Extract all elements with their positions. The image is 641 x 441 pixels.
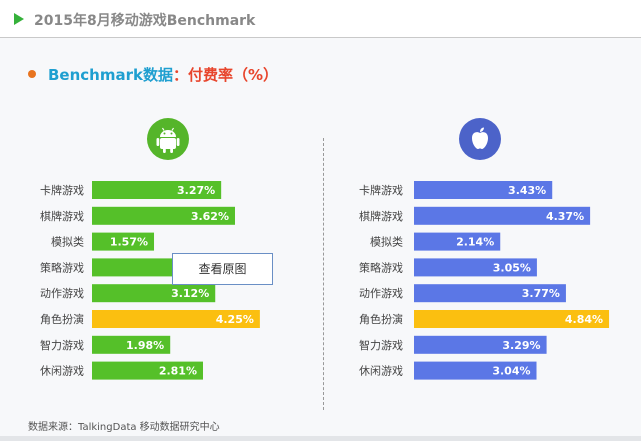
android-category-label: 模拟类 <box>51 235 84 249</box>
ios-bar <box>414 232 501 251</box>
ios-value-label: 3.29% <box>502 339 540 352</box>
apple-icon <box>459 118 501 160</box>
ios-bar <box>414 335 547 354</box>
android-category-label: 休闲游戏 <box>40 364 84 378</box>
subtitle-part-a: Benchmark数据 <box>48 66 173 84</box>
bullet-dot-icon <box>28 69 36 78</box>
ios-category-label: 智力游戏 <box>359 338 403 352</box>
ios-bar <box>414 258 537 277</box>
ios-bar <box>414 310 610 328</box>
android-icon <box>147 118 189 160</box>
android-category-label: 角色扮演 <box>40 312 84 326</box>
platform-divider <box>323 138 324 410</box>
android-category-label: 动作游戏 <box>40 287 84 300</box>
ios-category-label: 休闲游戏 <box>359 364 403 378</box>
ios-category-label: 棋牌游戏 <box>359 209 403 223</box>
footer-bar <box>0 436 641 441</box>
ios-bar <box>414 206 591 225</box>
play-arrow-icon <box>14 13 24 25</box>
ios-bar <box>414 284 566 303</box>
header-divider <box>0 37 641 38</box>
android-value-label: 2.81% <box>159 365 197 378</box>
android-bar <box>92 284 216 303</box>
view-original-button[interactable]: 查看原图 <box>172 253 273 285</box>
ios-value-label: 3.05% <box>493 261 531 274</box>
android-category-label: 棋牌游戏 <box>40 209 84 223</box>
ios-category-label: 策略游戏 <box>359 260 403 274</box>
subtitle-part-b: ：付费率（%） <box>172 66 279 84</box>
android-bar <box>92 232 155 251</box>
android-value-label: 4.25% <box>216 313 254 326</box>
android-bar <box>92 310 260 328</box>
android-bar <box>92 361 203 380</box>
ios-bar <box>414 181 553 199</box>
android-bar <box>92 206 235 225</box>
ios-value-label: 2.14% <box>456 236 494 249</box>
chart-subtitle: Benchmark数据：付费率（%） <box>28 64 278 85</box>
ios-value-label: 3.04% <box>492 365 530 378</box>
header-bar: 2015年8月移动游戏Benchmark <box>0 0 641 38</box>
android-value-label: 3.62% <box>191 210 229 223</box>
ios-bar <box>414 361 537 380</box>
android-category-label: 智力游戏 <box>40 338 84 352</box>
android-value-label: 3.12% <box>171 287 209 300</box>
android-bar <box>92 181 222 199</box>
ios-value-label: 4.37% <box>546 210 584 223</box>
android-value-label: 1.57% <box>110 236 148 249</box>
ios-value-label: 3.77% <box>522 287 560 300</box>
ios-value-label: 4.84% <box>565 313 603 326</box>
android-category-label: 策略游戏 <box>40 260 84 274</box>
ios-category-label: 模拟类 <box>370 235 403 249</box>
ios-category-label: 角色扮演 <box>359 312 403 326</box>
page-title: 2015年8月移动游戏Benchmark <box>34 13 256 29</box>
android-bar <box>92 335 171 354</box>
android-category-label: 卡牌游戏 <box>40 183 84 197</box>
ios-value-label: 3.43% <box>508 184 546 197</box>
android-value-label: 3.27% <box>177 184 215 197</box>
android-value-label: 1.98% <box>126 339 164 352</box>
ios-category-label: 动作游戏 <box>359 287 403 300</box>
data-source: 数据来源：TalkingData 移动数据研究中心 <box>28 422 220 433</box>
ios-category-label: 卡牌游戏 <box>359 183 403 197</box>
